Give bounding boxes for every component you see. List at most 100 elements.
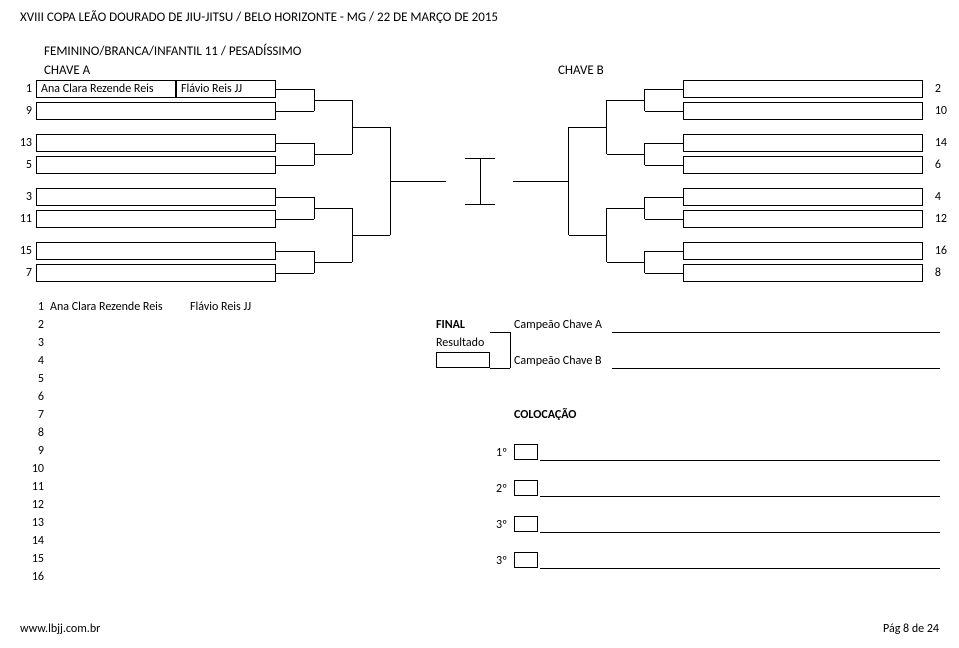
campeao-b-label: Campeão Chave B xyxy=(514,354,602,368)
slot-box-8 xyxy=(683,264,923,282)
slot-num-16: 16 xyxy=(927,244,947,258)
placement-1-label: 1º xyxy=(496,446,507,460)
bracket-line xyxy=(645,197,683,198)
list-num: 15 xyxy=(28,552,44,566)
bracket-line xyxy=(276,89,314,90)
slot-box-12 xyxy=(683,210,923,228)
final-line-a xyxy=(612,332,940,333)
bracket-line xyxy=(645,273,683,274)
slot-num-11: 11 xyxy=(12,212,32,226)
bracket-line xyxy=(645,111,683,112)
list-row: 16 xyxy=(28,570,50,584)
slot-num-5: 5 xyxy=(18,158,32,172)
list-row: 11 xyxy=(28,480,50,494)
slot-box-16 xyxy=(683,242,923,260)
placement-3b-line xyxy=(540,568,940,569)
bracket-line xyxy=(569,235,607,236)
bracket-line xyxy=(314,100,352,101)
final-label: FINAL xyxy=(436,318,465,332)
list-row: 3 xyxy=(28,336,50,350)
placement-2-label: 2º xyxy=(496,482,507,496)
placement-2-line xyxy=(540,496,940,497)
event-header: XVIII COPA LEÃO DOURADO DE JIU-JITSU / B… xyxy=(20,10,498,25)
slot-num-12: 12 xyxy=(927,212,947,226)
slot-box-1: Ana Clara Rezende Reis xyxy=(36,80,176,98)
list-num: 4 xyxy=(28,354,44,368)
bracket-line xyxy=(276,197,314,198)
slot-num-15: 15 xyxy=(12,244,32,258)
slot-num-9: 9 xyxy=(18,104,32,118)
list-team: Flávio Reis JJ xyxy=(190,300,280,314)
slot-box-1-team: Flávio Reis JJ xyxy=(176,80,276,98)
slot-num-14: 14 xyxy=(927,136,947,150)
bracket-center-bottom xyxy=(465,204,495,205)
list-num: 9 xyxy=(28,444,44,458)
bracket-line xyxy=(276,219,314,220)
list-row: 15 xyxy=(28,552,50,566)
bracket-line xyxy=(607,154,645,155)
list-row: 9 xyxy=(28,444,50,458)
list-row: 10 xyxy=(28,462,50,476)
category: FEMININO/BRANCA/INFANTIL 11 / PESADÍSSIM… xyxy=(44,44,301,59)
list-num: 1 xyxy=(28,300,44,314)
placement-1-box xyxy=(514,444,538,460)
bracket-line xyxy=(645,89,683,90)
placement-3a-label: 3º xyxy=(496,518,507,532)
list-row: 5 xyxy=(28,372,50,386)
bracket-line xyxy=(276,165,314,166)
final-line-b xyxy=(612,368,940,369)
bracket-line xyxy=(607,262,645,263)
slot-box-2 xyxy=(683,80,923,98)
list-num: 6 xyxy=(28,390,44,404)
list-row: 2 xyxy=(28,318,50,332)
slot-box-11 xyxy=(36,210,276,228)
placement-2-box xyxy=(514,480,538,496)
slot-num-7: 7 xyxy=(18,266,32,280)
slot-box-10 xyxy=(683,102,923,120)
colocacao-label: COLOCAÇÃO xyxy=(514,408,576,422)
bracket-line xyxy=(276,111,314,112)
list-num: 13 xyxy=(28,516,44,530)
list-row: 7 xyxy=(28,408,50,422)
bracket-line xyxy=(314,262,352,263)
slot-box-4 xyxy=(683,188,923,206)
slot-box-5 xyxy=(36,156,276,174)
list-name: Ana Clara Rezende Reis xyxy=(50,300,190,314)
bracket-line xyxy=(645,143,683,144)
slot-box-3 xyxy=(36,188,276,206)
list-row: 4 xyxy=(28,354,50,368)
list-num: 16 xyxy=(28,570,44,584)
resultado-box xyxy=(436,352,490,368)
final-connector xyxy=(490,368,510,369)
slot-num-2: 2 xyxy=(927,82,941,96)
final-connector xyxy=(510,332,511,368)
bracket-line xyxy=(645,251,683,252)
list-row: 12 xyxy=(28,498,50,512)
list-num: 3 xyxy=(28,336,44,350)
list-num: 11 xyxy=(28,480,44,494)
list-row: 1 Ana Clara Rezende Reis Flávio Reis JJ xyxy=(28,300,280,314)
chave-b-label: CHAVE B xyxy=(558,63,604,78)
placement-1-line xyxy=(540,460,940,461)
list-num: 10 xyxy=(28,462,44,476)
bracket-line xyxy=(276,273,314,274)
slot-box-13 xyxy=(36,134,276,152)
bracket-line xyxy=(276,143,314,144)
list-row: 14 xyxy=(28,534,50,548)
slot-box-14 xyxy=(683,134,923,152)
placement-3b-box xyxy=(514,552,538,568)
bracket-center-vert xyxy=(480,158,481,204)
bracket-line xyxy=(569,127,607,128)
footer-page: Pág 8 de 24 xyxy=(883,622,939,636)
bracket-line xyxy=(352,235,390,236)
list-row: 6 xyxy=(28,390,50,404)
slot-num-3: 3 xyxy=(18,190,32,204)
slot-num-1: 1 xyxy=(18,82,32,96)
footer-url: www.lbjj.com.br xyxy=(20,622,100,636)
campeao-a-label: Campeão Chave A xyxy=(514,318,602,332)
placement-3a-line xyxy=(540,532,940,533)
slot-box-15 xyxy=(36,242,276,260)
bracket-line xyxy=(390,181,446,182)
resultado-label: Resultado xyxy=(436,336,484,350)
slot-num-13: 13 xyxy=(12,136,32,150)
